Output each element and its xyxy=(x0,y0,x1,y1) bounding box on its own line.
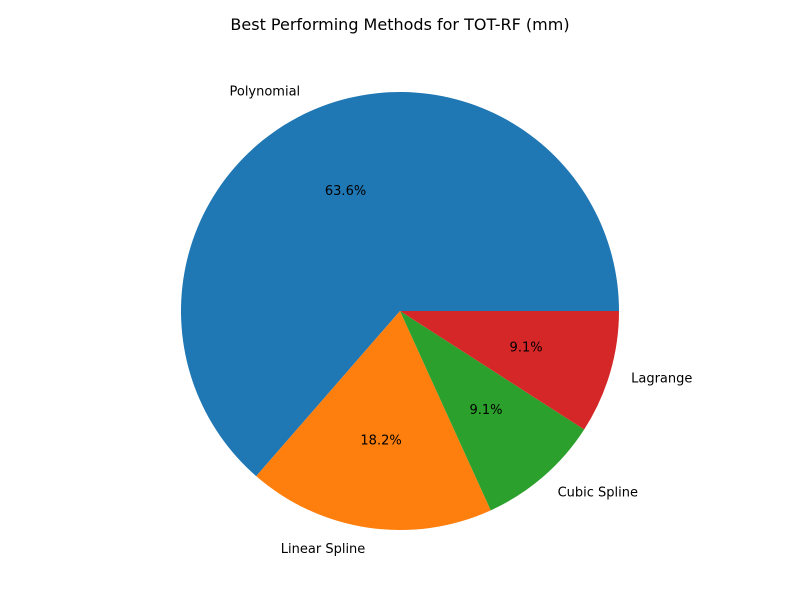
pie-slice-cubic-spline xyxy=(400,311,585,511)
pie-slice-lagrange xyxy=(400,311,619,430)
slice-percent-label: 9.1% xyxy=(510,341,543,356)
slice-label: Lagrange xyxy=(631,371,692,386)
pie-slice-polynomial xyxy=(180,91,620,477)
slice-percent-label: 63.6% xyxy=(325,184,366,199)
slice-percent-label: 9.1% xyxy=(469,403,502,418)
slice-label: Cubic Spline xyxy=(558,486,638,501)
slice-label: Polynomial xyxy=(229,84,300,99)
chart-title: Best Performing Methods for TOT-RF (mm) xyxy=(230,15,569,34)
pie-labels: Polynomial 63.6% Linear Spline 18.2% Cubic S… xyxy=(229,84,692,557)
pie-slice-linear-spline xyxy=(256,311,491,530)
pie-slices xyxy=(180,91,620,530)
slice-percent-label: 18.2% xyxy=(360,434,401,449)
slice-label: Linear Spline xyxy=(281,542,366,557)
